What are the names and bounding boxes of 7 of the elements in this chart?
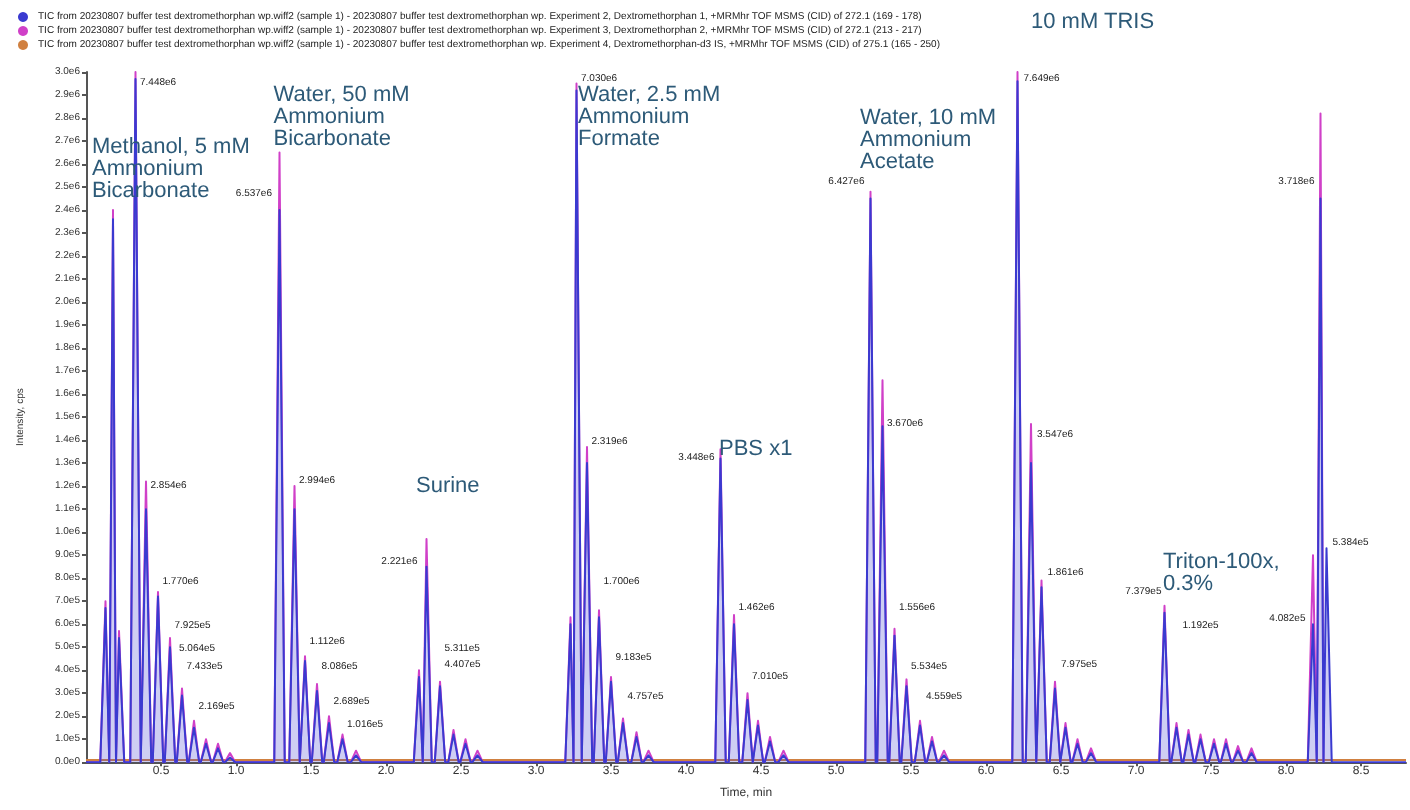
annotation: Triton-100x, 0.3% bbox=[1163, 549, 1280, 596]
annotation: Water, 2.5 mM Ammonium Formate bbox=[578, 82, 721, 151]
annotation: Water, 10 mM Ammonium Acetate bbox=[860, 105, 997, 174]
annotation: PBS x1 bbox=[719, 436, 793, 461]
annotation: Water, 50 mM Ammonium Bicarbonate bbox=[273, 82, 410, 151]
annotation: Surine bbox=[416, 473, 480, 498]
text: 10 mM TRIS bbox=[1031, 9, 1155, 34]
